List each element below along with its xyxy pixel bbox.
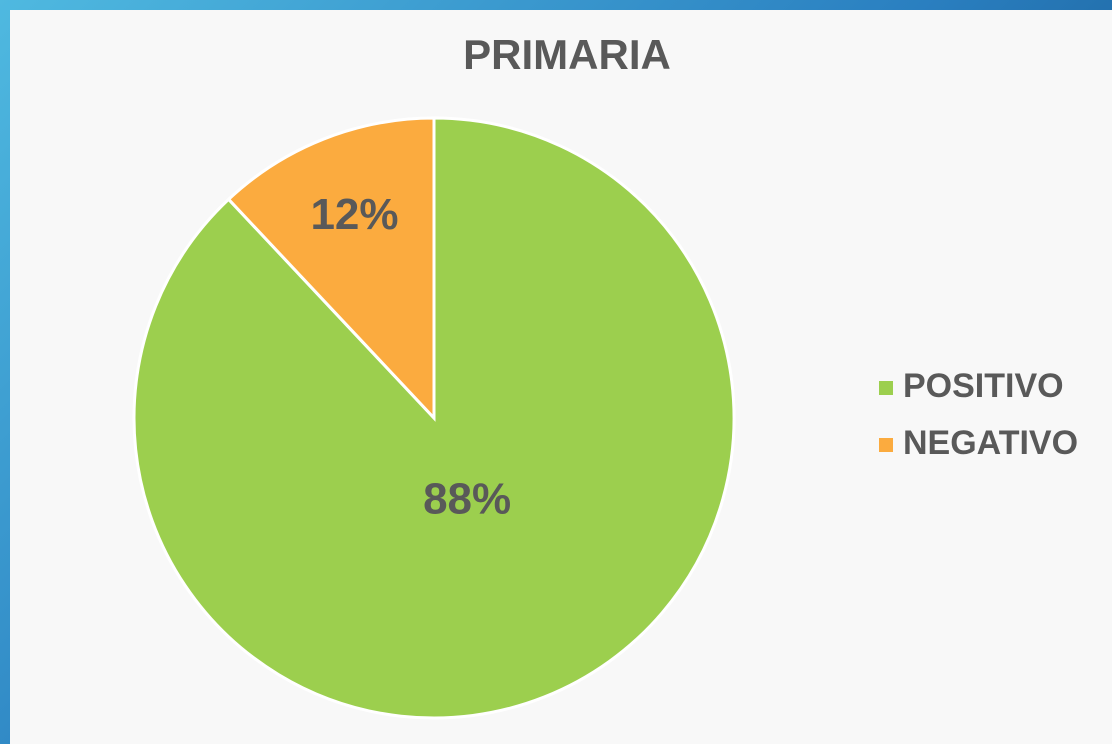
chart-title: PRIMARIA [463,31,671,78]
pie-slice [226,116,436,422]
data-label: 88% [423,474,511,523]
data-label: 12% [310,190,398,239]
legend-label: NEGATIVO [903,424,1078,462]
legend-swatch [879,381,893,395]
legend-label: POSITIVO [903,367,1064,405]
legend-swatch [879,438,893,452]
